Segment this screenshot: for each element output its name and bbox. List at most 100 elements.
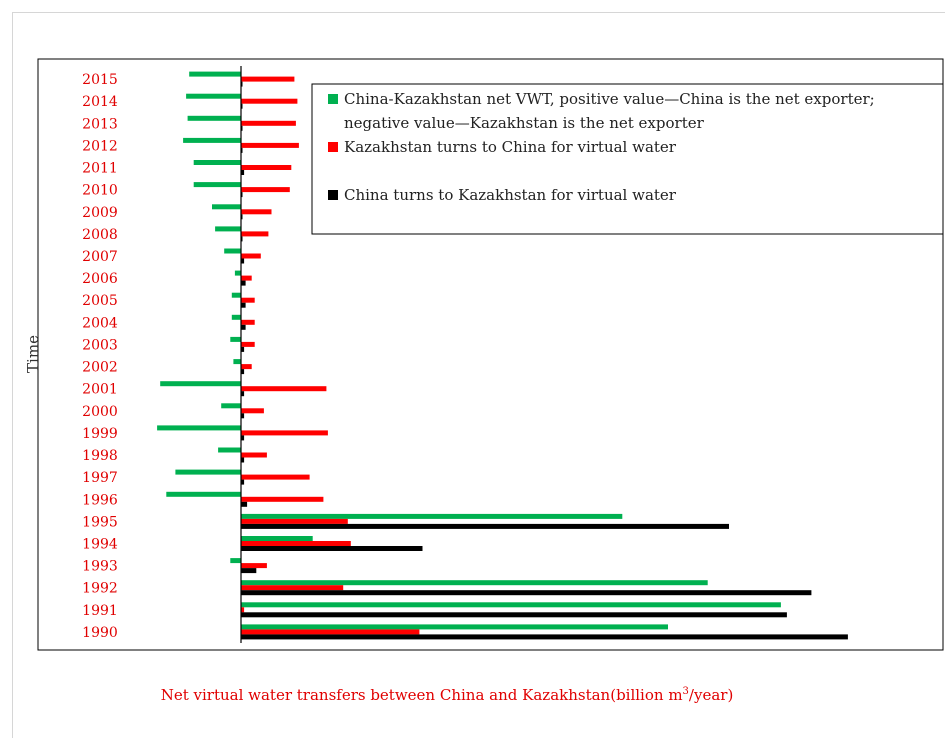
y-axis-title: Time	[24, 335, 42, 373]
bar-s3-2001	[241, 391, 245, 397]
category-label-1993: 1993	[82, 559, 118, 575]
bar-s2-1995	[241, 518, 348, 524]
bar-s1-2000	[221, 403, 241, 409]
bar-s1-2010	[193, 182, 241, 188]
plot-area-border	[37, 58, 944, 651]
bar-s3-1990	[241, 634, 848, 640]
bar-s2-1990	[241, 629, 420, 635]
bar-s2-2003	[241, 341, 255, 347]
bar-s3-1998	[241, 457, 245, 463]
bar-s3-2002	[241, 369, 245, 375]
caption-text-main: Net virtual water transfers between Chin…	[161, 686, 683, 704]
bar-s1-2002	[233, 359, 241, 365]
bar-s2-1999	[241, 430, 328, 436]
category-label-2015: 2015	[82, 72, 118, 88]
category-label-2007: 2007	[82, 249, 118, 265]
legend-label-3: China turns to Kazakhstan for virtual wa…	[344, 186, 677, 204]
category-label-2008: 2008	[82, 227, 118, 243]
category-label-2000: 2000	[82, 404, 118, 420]
bar-s2-1998	[241, 452, 267, 458]
bar-s2-2011	[241, 165, 292, 170]
bar-s2-2010	[241, 187, 290, 193]
bar-s2-1997	[241, 474, 310, 480]
bar-s2-2015	[241, 76, 295, 82]
category-label-1994: 1994	[82, 537, 118, 553]
bar-s3-1994	[241, 546, 423, 551]
bar-s2-2007	[241, 253, 261, 259]
category-label-1992: 1992	[82, 581, 118, 597]
legend-label-2: Kazakhstan turns to China for virtual wa…	[344, 138, 677, 156]
category-label-2014: 2014	[82, 94, 118, 110]
bar-s1-1992	[241, 580, 708, 586]
bar-s3-1996	[241, 501, 248, 507]
bar-s1-2003	[230, 336, 241, 342]
bar-s3-2007	[241, 258, 245, 264]
category-label-1998: 1998	[82, 448, 118, 464]
bar-s3-2013	[241, 125, 243, 131]
bar-s1-2005	[231, 292, 241, 298]
legend-box	[311, 83, 944, 235]
caption-text-superscript: 3	[683, 686, 689, 697]
bar-s1-2006	[234, 270, 241, 276]
category-label-2004: 2004	[82, 315, 118, 331]
bar-s2-2014	[241, 98, 298, 104]
legend: China-Kazakhstan net VWT, positive value…	[328, 90, 875, 204]
legend-swatch-3	[328, 190, 338, 200]
category-label-2003: 2003	[82, 337, 118, 353]
bar-s3-2008	[241, 236, 243, 242]
bar-s2-2001	[241, 386, 327, 392]
bar-s3-1991	[241, 612, 787, 618]
legend-label-1-line1: China-Kazakhstan net VWT, positive value…	[344, 90, 875, 108]
bar-s1-1993	[230, 558, 241, 564]
bar-s1-2013	[187, 115, 241, 121]
bar-s2-1991	[241, 607, 245, 613]
bar-s1-1998	[218, 447, 241, 453]
bar-s3-2014	[241, 103, 243, 109]
bar-s1-2008	[215, 226, 241, 232]
bar-s1-2011	[193, 160, 241, 165]
bar-s1-1997	[175, 469, 241, 475]
category-label-2009: 2009	[82, 205, 118, 221]
bar-s3-2005	[241, 302, 246, 308]
bar-s3-1999	[241, 435, 245, 441]
bar-s1-2014	[186, 93, 241, 99]
bar-s1-1991	[241, 602, 781, 608]
category-label-1995: 1995	[82, 514, 118, 530]
category-label-1999: 1999	[82, 426, 118, 442]
bar-s1-1995	[241, 513, 623, 519]
category-label-1996: 1996	[82, 492, 118, 508]
bar-s3-2011	[241, 170, 245, 175]
bar-s2-1992	[241, 585, 344, 591]
bar-s1-1990	[241, 624, 668, 630]
bar-s3-2006	[241, 280, 246, 286]
legend-swatch-2	[328, 142, 338, 152]
category-label-1997: 1997	[82, 470, 118, 486]
category-label-2005: 2005	[82, 293, 118, 309]
bar-s2-1996	[241, 496, 324, 502]
bar-s2-2002	[241, 364, 252, 370]
bar-s1-2007	[224, 248, 241, 254]
legend-label-1-line2: negative value—Kazakhstan is the net exp…	[344, 114, 705, 132]
bar-s3-1995	[241, 523, 729, 529]
bar-s3-2003	[241, 346, 245, 352]
bar-s2-2004	[241, 319, 255, 325]
bar-s2-2005	[241, 297, 255, 303]
category-labels: 1990 1991 1992 1993 1994 1995 1996 1997 1998 1999…	[82, 72, 118, 641]
category-label-2011: 2011	[82, 161, 118, 177]
bar-s1-2004	[231, 314, 241, 320]
category-label-2012: 2012	[82, 138, 118, 154]
bar-s2-2009	[241, 209, 272, 215]
bar-s2-2006	[241, 275, 252, 281]
bar-s3-1997	[241, 479, 245, 485]
bar-s1-2001	[160, 381, 241, 387]
category-label-2010: 2010	[82, 183, 118, 199]
legend-swatch-1	[328, 94, 338, 104]
bar-s1-2012	[183, 137, 241, 143]
figure-frame	[12, 12, 945, 738]
bar-s3-2004	[241, 324, 246, 330]
bar-s3-2012	[241, 147, 243, 153]
bar-s3-1992	[241, 590, 812, 596]
category-label-1991: 1991	[82, 603, 118, 619]
category-label-2013: 2013	[82, 116, 118, 132]
